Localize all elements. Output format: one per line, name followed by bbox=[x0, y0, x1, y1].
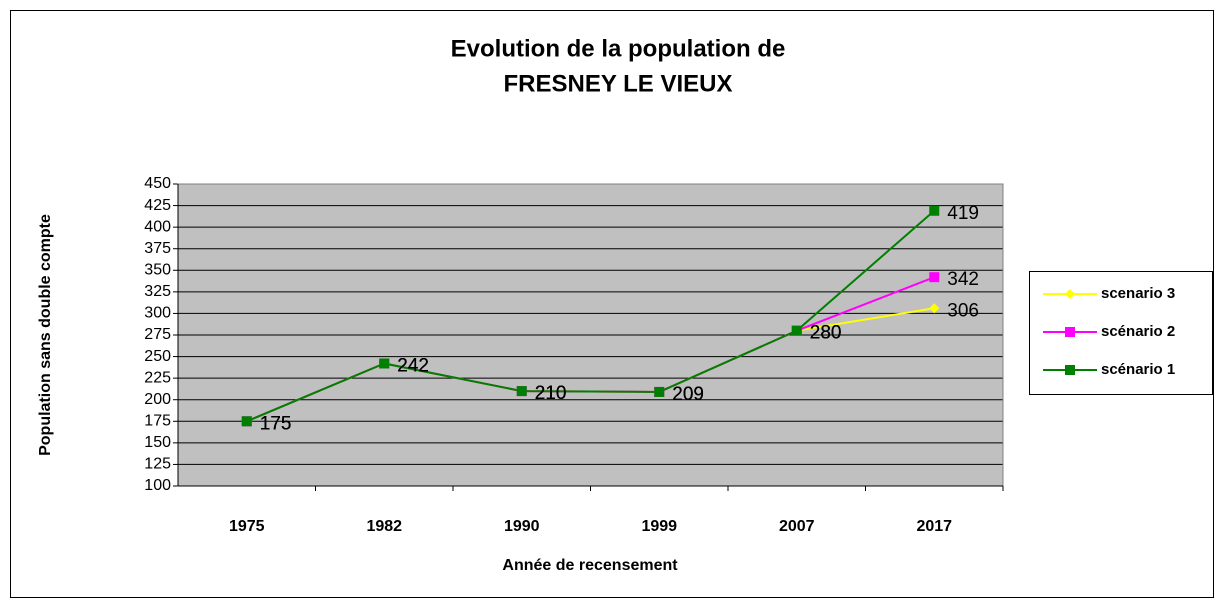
y-tick-label: 100 bbox=[144, 477, 171, 494]
series-line bbox=[246, 209, 935, 423]
y-tick-label: 425 bbox=[144, 197, 171, 214]
marker bbox=[929, 303, 940, 314]
data-label: 210 bbox=[535, 383, 567, 404]
data-label: 342 bbox=[947, 269, 979, 290]
y-tick-label: 175 bbox=[144, 413, 171, 430]
y-tick-label: 350 bbox=[144, 262, 171, 279]
x-axis-title: Année de recensement bbox=[502, 557, 678, 574]
data-label: 210 bbox=[535, 383, 567, 404]
y-tick-label: 225 bbox=[144, 369, 171, 386]
y-tick-label: 125 bbox=[144, 456, 171, 473]
data-label: 280 bbox=[810, 323, 842, 344]
x-tick-label: 2017 bbox=[916, 518, 952, 535]
legend-label: scenario 3 bbox=[1101, 285, 1175, 302]
legend-label: scénario 2 bbox=[1101, 323, 1175, 340]
y-tick-label: 200 bbox=[144, 391, 171, 408]
data-label: 175 bbox=[260, 413, 292, 434]
marker bbox=[929, 205, 940, 216]
marker bbox=[1065, 365, 1075, 375]
y-tick-label: 400 bbox=[144, 218, 171, 235]
marker bbox=[516, 386, 527, 397]
y-tick-label: 450 bbox=[144, 175, 171, 192]
data-label: 209 bbox=[672, 384, 704, 405]
data-label: 280 bbox=[810, 323, 842, 344]
marker bbox=[1065, 289, 1075, 299]
y-tick-label: 325 bbox=[144, 283, 171, 300]
y-axis-title: Population sans double compte bbox=[37, 214, 54, 456]
x-tick-label: 1999 bbox=[641, 518, 677, 535]
data-label: 209 bbox=[672, 384, 704, 405]
x-tick-label: 1982 bbox=[366, 518, 402, 535]
data-label: 175 bbox=[260, 413, 292, 434]
marker bbox=[1065, 327, 1075, 337]
x-tick-label: 1990 bbox=[504, 518, 540, 535]
data-label: 210 bbox=[535, 383, 567, 404]
y-tick-label: 300 bbox=[144, 305, 171, 322]
y-tick-label: 375 bbox=[144, 240, 171, 257]
data-label: 419 bbox=[947, 203, 979, 224]
data-label: 280 bbox=[810, 323, 842, 344]
chart-title: FRESNEY LE VIEUX bbox=[504, 70, 733, 97]
y-tick-label: 275 bbox=[144, 326, 171, 343]
chart-title: Evolution de la population de bbox=[451, 35, 786, 62]
marker bbox=[379, 358, 390, 369]
data-label: 242 bbox=[397, 355, 429, 376]
x-tick-label: 1975 bbox=[229, 518, 265, 535]
y-tick-label: 150 bbox=[144, 434, 171, 451]
marker bbox=[791, 325, 802, 336]
data-label: 209 bbox=[672, 384, 704, 405]
marker bbox=[241, 416, 252, 427]
marker bbox=[654, 386, 665, 397]
y-tick-label: 250 bbox=[144, 348, 171, 365]
legend-label: scénario 1 bbox=[1101, 361, 1175, 378]
data-label: 306 bbox=[947, 300, 979, 321]
data-label: 175 bbox=[260, 413, 292, 434]
data-label: 242 bbox=[397, 355, 429, 376]
x-tick-label: 2007 bbox=[779, 518, 815, 535]
marker bbox=[929, 272, 940, 283]
data-label: 242 bbox=[397, 355, 429, 376]
